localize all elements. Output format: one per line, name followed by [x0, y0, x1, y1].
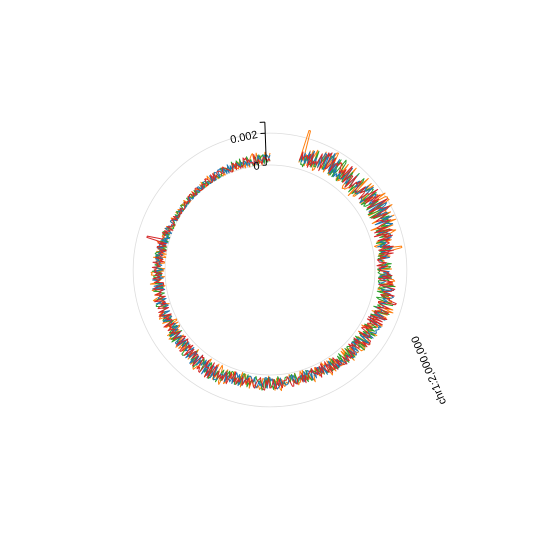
y-axis: 0 0.002 [229, 121, 267, 173]
y-axis-line [264, 122, 267, 166]
region-label: chr1:2,000,000 [409, 334, 449, 406]
y-tick-label-0: 0 [253, 161, 260, 173]
series-line-4 [146, 151, 397, 391]
series-line-3 [152, 150, 395, 390]
grid-circle [164, 164, 376, 376]
series-layer [146, 130, 403, 392]
grid-circle [132, 132, 408, 408]
y-tick-label-0.002: 0.002 [229, 129, 258, 146]
grid-layer [132, 132, 408, 408]
